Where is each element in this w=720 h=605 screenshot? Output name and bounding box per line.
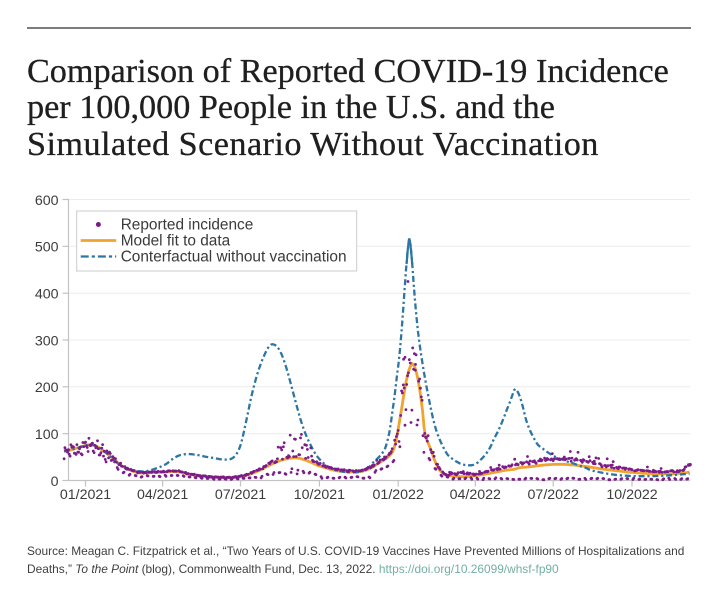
- svg-text:10/2021: 10/2021: [294, 487, 345, 503]
- svg-text:07/2021: 07/2021: [215, 487, 266, 503]
- svg-text:07/2022: 07/2022: [528, 487, 579, 503]
- svg-text:Model fit to data: Model fit to data: [121, 232, 231, 249]
- svg-text:01/2021: 01/2021: [60, 487, 111, 503]
- svg-text:04/2022: 04/2022: [450, 487, 501, 503]
- svg-text:10/2022: 10/2022: [606, 487, 657, 503]
- svg-text:0: 0: [51, 474, 59, 490]
- svg-text:Conterfactual without vaccinat: Conterfactual without vaccination: [121, 248, 347, 265]
- svg-text:200: 200: [35, 380, 59, 396]
- svg-text:400: 400: [35, 287, 59, 303]
- svg-text:04/2021: 04/2021: [137, 487, 188, 503]
- svg-text:01/2022: 01/2022: [373, 487, 424, 503]
- svg-text:300: 300: [35, 333, 59, 349]
- svg-text:500: 500: [35, 240, 59, 256]
- svg-text:100: 100: [35, 427, 59, 443]
- svg-text:Reported incidence: Reported incidence: [121, 216, 254, 233]
- svg-text:600: 600: [35, 193, 59, 209]
